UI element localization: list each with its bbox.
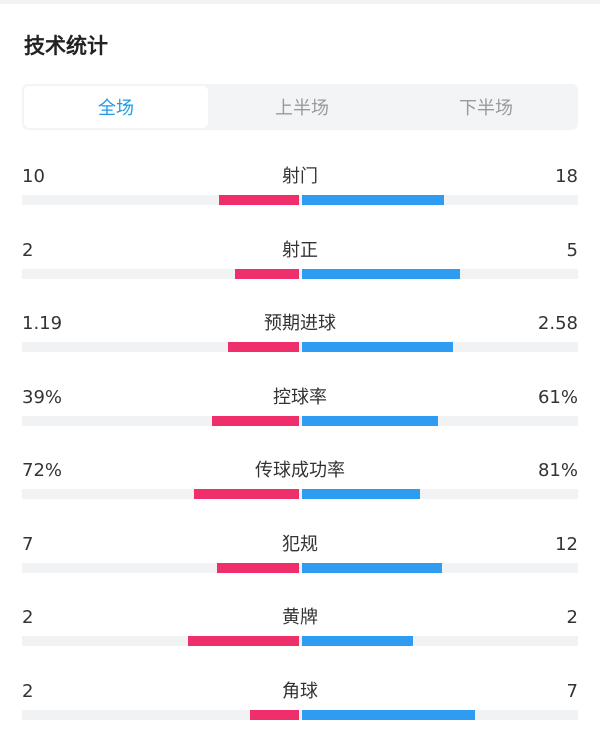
home-value: 2 <box>22 607 34 628</box>
stat-label: 射门 <box>282 166 318 187</box>
away-value: 12 <box>555 533 578 555</box>
stat-label: 黄牌 <box>282 607 318 628</box>
stat-label: 角球 <box>282 680 318 702</box>
home-bar <box>218 195 299 205</box>
home-value: 10 <box>22 166 45 187</box>
stat-track <box>22 709 578 720</box>
stat-row: 2 角球 7 <box>22 681 578 727</box>
stat-row: 2 射正 5 <box>22 240 578 286</box>
stat-row: 39% 控球率 61% <box>22 387 578 433</box>
stat-track <box>22 342 578 352</box>
home-value: 2 <box>22 239 34 261</box>
stat-track <box>22 489 578 499</box>
stat-row: 72% 传球成功率 81% <box>22 460 578 506</box>
away-value: 61% <box>537 386 578 408</box>
tab-first-half[interactable]: 上半场 <box>275 98 329 119</box>
home-value: 7 <box>22 533 34 555</box>
tab-full-match[interactable]: 全场 <box>24 86 208 128</box>
home-bar <box>227 342 299 352</box>
stat-label: 控球率 <box>273 386 327 408</box>
home-bar <box>212 415 299 426</box>
page-title: 技术统计 <box>24 34 108 58</box>
away-bar <box>302 636 414 646</box>
stat-track <box>22 195 578 205</box>
away-value: 2.58 <box>537 313 578 334</box>
stat-row: 7 犯规 12 <box>22 534 578 580</box>
stat-track <box>22 636 578 646</box>
stat-row: 2 黄牌 2 <box>22 607 578 653</box>
away-value: 81% <box>537 460 578 481</box>
stat-label: 预期进球 <box>264 313 336 334</box>
stat-track <box>22 415 578 426</box>
stat-label: 射正 <box>282 239 318 261</box>
away-value: 18 <box>555 166 578 187</box>
stat-track <box>22 268 578 279</box>
away-bar <box>302 342 454 352</box>
stat-label: 传球成功率 <box>255 460 345 481</box>
home-bar <box>250 709 299 720</box>
away-value: 2 <box>566 607 578 628</box>
stat-row: 1.19 预期进球 2.58 <box>22 313 578 359</box>
tab-second-half[interactable]: 下半场 <box>459 98 513 119</box>
top-divider <box>0 0 600 4</box>
home-bar <box>234 268 299 279</box>
away-value: 5 <box>566 239 578 261</box>
away-bar <box>302 709 476 720</box>
away-bar <box>302 268 460 279</box>
home-bar <box>216 562 299 573</box>
away-bar <box>302 195 445 205</box>
home-value: 1.19 <box>22 313 63 334</box>
home-bar <box>187 636 299 646</box>
stat-row: 10 射门 18 <box>22 166 578 212</box>
home-value: 72% <box>22 460 63 481</box>
away-bar <box>302 489 420 499</box>
home-value: 39% <box>22 386 63 408</box>
away-bar <box>302 562 443 573</box>
home-value: 2 <box>22 680 34 702</box>
away-bar <box>302 415 438 426</box>
period-tabs: 全场 上半场 下半场 <box>22 84 578 130</box>
away-value: 7 <box>566 680 578 702</box>
home-bar <box>194 489 299 499</box>
stat-track <box>22 562 578 573</box>
stat-label: 犯规 <box>282 533 318 555</box>
